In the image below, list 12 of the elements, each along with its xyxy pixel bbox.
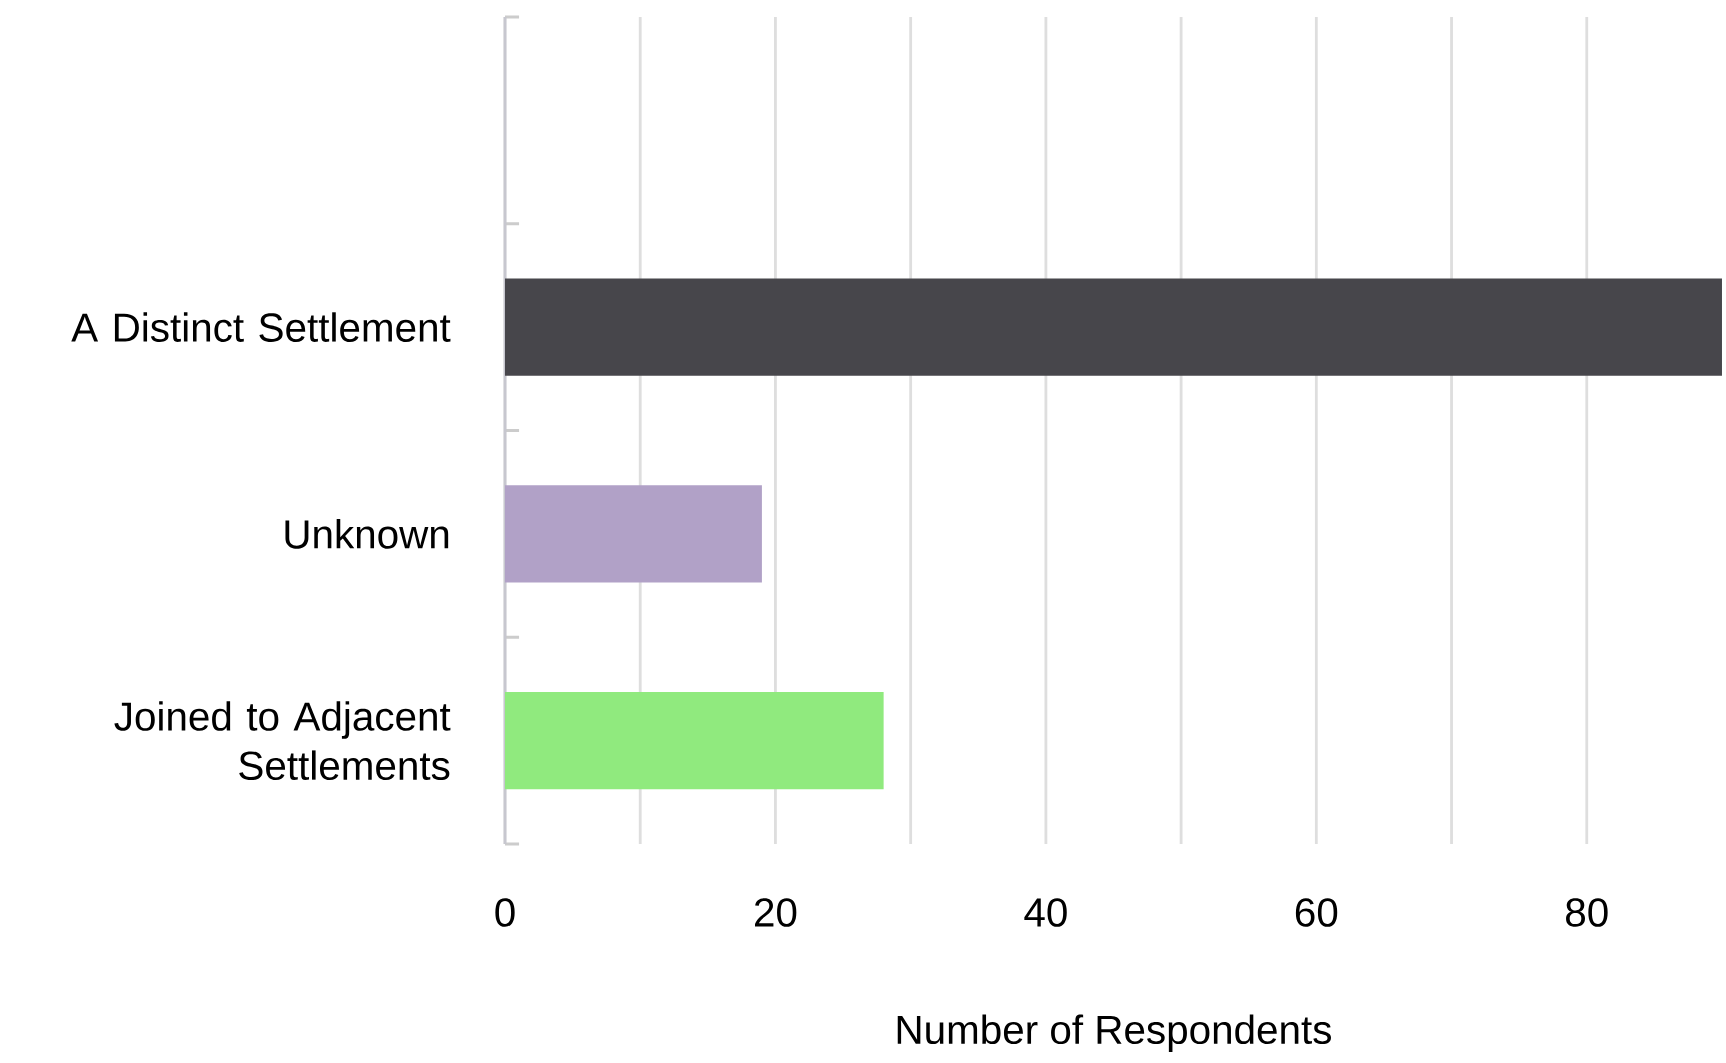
bar: [505, 278, 1722, 376]
x-tick-label: 60: [1295, 898, 1338, 927]
bar: [505, 692, 884, 790]
y-tick-label: A Distinct Settlement: [71, 312, 451, 342]
x-tick-label: 80: [1566, 898, 1608, 927]
x-tick-label: 40: [1024, 898, 1067, 927]
x-axis-title: Number of Respondents: [897, 1014, 1331, 1053]
x-tick-label: 0: [495, 898, 515, 927]
y-tick-label: Unknown: [285, 519, 449, 549]
x-tick-label: 20: [755, 898, 797, 927]
bar: [505, 485, 762, 583]
y-tick-label: Joined to Adjacent Settlements: [114, 701, 451, 781]
